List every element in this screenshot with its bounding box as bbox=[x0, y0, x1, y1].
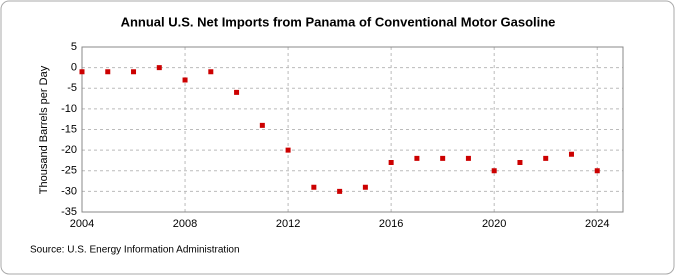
point bbox=[182, 77, 188, 83]
point bbox=[131, 69, 137, 75]
x-tick-label: 2008 bbox=[173, 218, 197, 230]
y-axis-label: Thousand Barrels per Day bbox=[38, 65, 50, 194]
y-tick-label: 0 bbox=[71, 62, 77, 74]
y-tick-label: -15 bbox=[61, 123, 77, 135]
y-tick-label: -30 bbox=[61, 185, 77, 197]
source-note: Source: U.S. Energy Information Administ… bbox=[30, 245, 240, 256]
x-tick-label: 2020 bbox=[482, 218, 506, 230]
point bbox=[543, 155, 549, 161]
point bbox=[362, 184, 368, 190]
x-tick-label: 2016 bbox=[379, 218, 403, 230]
point bbox=[465, 155, 471, 161]
y-tick-label: -20 bbox=[61, 144, 77, 156]
point bbox=[440, 155, 446, 161]
point bbox=[259, 122, 265, 128]
x-tick-label: 2024 bbox=[585, 218, 609, 230]
point bbox=[517, 160, 523, 165]
point bbox=[414, 155, 420, 161]
point bbox=[79, 69, 85, 75]
point bbox=[208, 69, 214, 75]
point bbox=[594, 168, 600, 174]
y-tick-label: -5 bbox=[67, 82, 77, 94]
chart-title: Annual U.S. Net Imports from Panama of C… bbox=[121, 14, 556, 29]
point bbox=[285, 147, 291, 153]
point bbox=[491, 168, 497, 174]
y-tick-label: -25 bbox=[61, 165, 77, 177]
x-tick-label: 2004 bbox=[70, 218, 94, 230]
point bbox=[337, 188, 343, 194]
point bbox=[234, 89, 240, 95]
y-tick-label: -35 bbox=[61, 206, 77, 218]
y-tick-label: 5 bbox=[71, 41, 77, 53]
x-tick-label: 2012 bbox=[276, 218, 300, 230]
point bbox=[311, 184, 317, 190]
plot-border bbox=[81, 46, 624, 213]
y-tick-label: -10 bbox=[61, 103, 77, 115]
point bbox=[388, 160, 394, 165]
point bbox=[156, 65, 162, 71]
point bbox=[105, 69, 111, 75]
point bbox=[568, 151, 574, 157]
